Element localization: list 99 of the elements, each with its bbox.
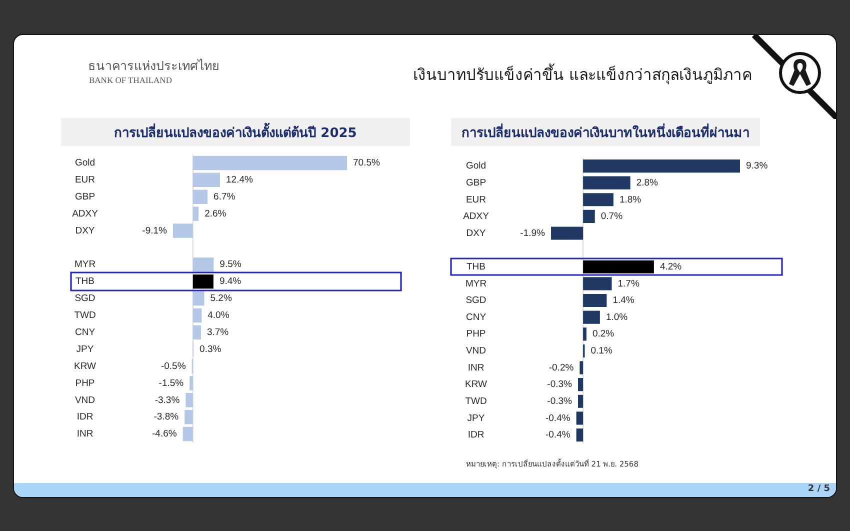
data-label: 1.0% [606, 312, 628, 323]
data-label: 5.2% [210, 293, 232, 304]
data-label: 9.4% [219, 276, 242, 288]
data-label: 12.4% [226, 174, 254, 186]
text: เงินบาทปรับแข็งค่าขึ้น และแข็งกว่าสกุลเงินภูมิภาค [413, 66, 752, 85]
y-tick-label: INR [76, 428, 94, 440]
bar [576, 428, 584, 442]
y-tick-label: MYR [74, 259, 96, 270]
bar [192, 291, 204, 306]
bar [583, 277, 612, 290]
y-tick-label: CNY [74, 327, 96, 338]
y-tick-label: THB [76, 276, 94, 288]
y-tick-label: SGD [466, 295, 486, 306]
y-tick-label: INR [468, 362, 484, 374]
y-tick-label: IDR [468, 430, 484, 441]
y-tick-label: VND [466, 346, 486, 357]
data-label: -3.8% [154, 412, 180, 423]
y-tick-label: CNY [466, 312, 487, 323]
y-tick-label: KRW [465, 379, 488, 390]
bar [583, 328, 586, 341]
bar [192, 190, 208, 204]
y-tick-label: TWD [74, 310, 96, 322]
data-label: 70.5% [353, 158, 380, 169]
bar [576, 412, 584, 425]
y-tick-label: IDR [76, 412, 94, 423]
data-label: -0.5% [160, 360, 186, 372]
bar [192, 308, 202, 323]
y-tick-label: ADXY [463, 211, 490, 222]
y-tick-label: JPY [76, 344, 94, 355]
data-label: 0.7% [600, 211, 624, 222]
data-label: 2.6% [204, 208, 227, 220]
data-label: 1.8% [619, 194, 642, 206]
data-label: -4.6% [152, 428, 178, 440]
data-label: -0.4% [545, 430, 571, 441]
bar [583, 176, 630, 190]
y-tick-label: KRW [74, 360, 96, 372]
data-label: 4.0% [208, 310, 230, 322]
y-tick-label: JPY [467, 412, 486, 424]
y-tick-label: MYR [465, 278, 487, 290]
data-label: -1.5% [158, 378, 184, 389]
data-label: 0.3% [200, 344, 222, 355]
y-tick-label: SGD [74, 293, 96, 304]
bar [583, 210, 595, 223]
data-label: -0.3% [547, 396, 573, 407]
bar [192, 206, 199, 221]
y-tick-label: TWD [465, 396, 487, 407]
y-tick-label: Gold [74, 158, 96, 169]
data-label: 3.7% [206, 327, 230, 338]
data-label: -1.9% [520, 228, 546, 239]
y-tick-label: DXY [75, 225, 96, 236]
data-label: 4.2% [660, 262, 682, 272]
bar [551, 226, 584, 240]
y-tick-label: EUR [74, 174, 96, 186]
y-tick-label: GBP [74, 191, 96, 202]
text: 2 / 5 [808, 484, 830, 494]
bar [583, 159, 740, 173]
bar [580, 361, 584, 374]
bar [583, 310, 600, 324]
bar [192, 274, 214, 289]
bar [192, 325, 201, 340]
chart-title: การเปลี่ยนแปลงของค่าเงินบาทในหนึ่งเดือนที่ผ่านมา [451, 118, 760, 146]
text: ธนาคารแห่งประเทศไทย [88, 58, 219, 74]
bar [173, 224, 193, 238]
data-label: -9.1% [142, 225, 168, 236]
data-label: -0.2% [548, 362, 574, 374]
text: BANK OF THAILAND [89, 75, 172, 86]
bar [578, 394, 584, 408]
data-label: -0.4% [545, 412, 571, 424]
data-label: -0.3% [547, 379, 573, 390]
bar [190, 376, 193, 390]
data-label: 1.4% [612, 295, 635, 306]
data-label: 2.8% [636, 177, 659, 188]
bar [182, 426, 193, 442]
y-tick-label: PHP [75, 378, 95, 389]
y-tick-label: THB [466, 262, 486, 272]
data-label: 0.1% [590, 346, 613, 357]
y-tick-label: ADXY [72, 208, 99, 220]
data-label: 9.5% [220, 259, 242, 270]
data-label: 6.7% [214, 191, 236, 202]
bar [583, 193, 614, 206]
bar [583, 260, 654, 274]
bar [192, 156, 347, 170]
bar [192, 172, 220, 188]
bar [578, 378, 584, 392]
y-tick-label: GBP [466, 177, 486, 188]
y-tick-label: EUR [466, 194, 486, 206]
y-tick-label: PHP [466, 328, 486, 340]
data-label: -3.3% [154, 394, 180, 406]
data-label: 9.3% [746, 160, 768, 172]
y-tick-label: DXY [466, 228, 486, 239]
chart-title: การเปลี่ยนแปลงของค่าเงินตั้งแต่ต้นปี 2025 [61, 118, 410, 146]
bar [184, 410, 193, 424]
bar [192, 258, 214, 272]
y-tick-label: Gold [466, 160, 486, 172]
bar [186, 393, 193, 408]
data-label: 0.2% [592, 328, 615, 340]
data-label: 1.7% [618, 278, 640, 290]
y-tick-label: VND [74, 394, 96, 406]
bar [583, 294, 607, 308]
